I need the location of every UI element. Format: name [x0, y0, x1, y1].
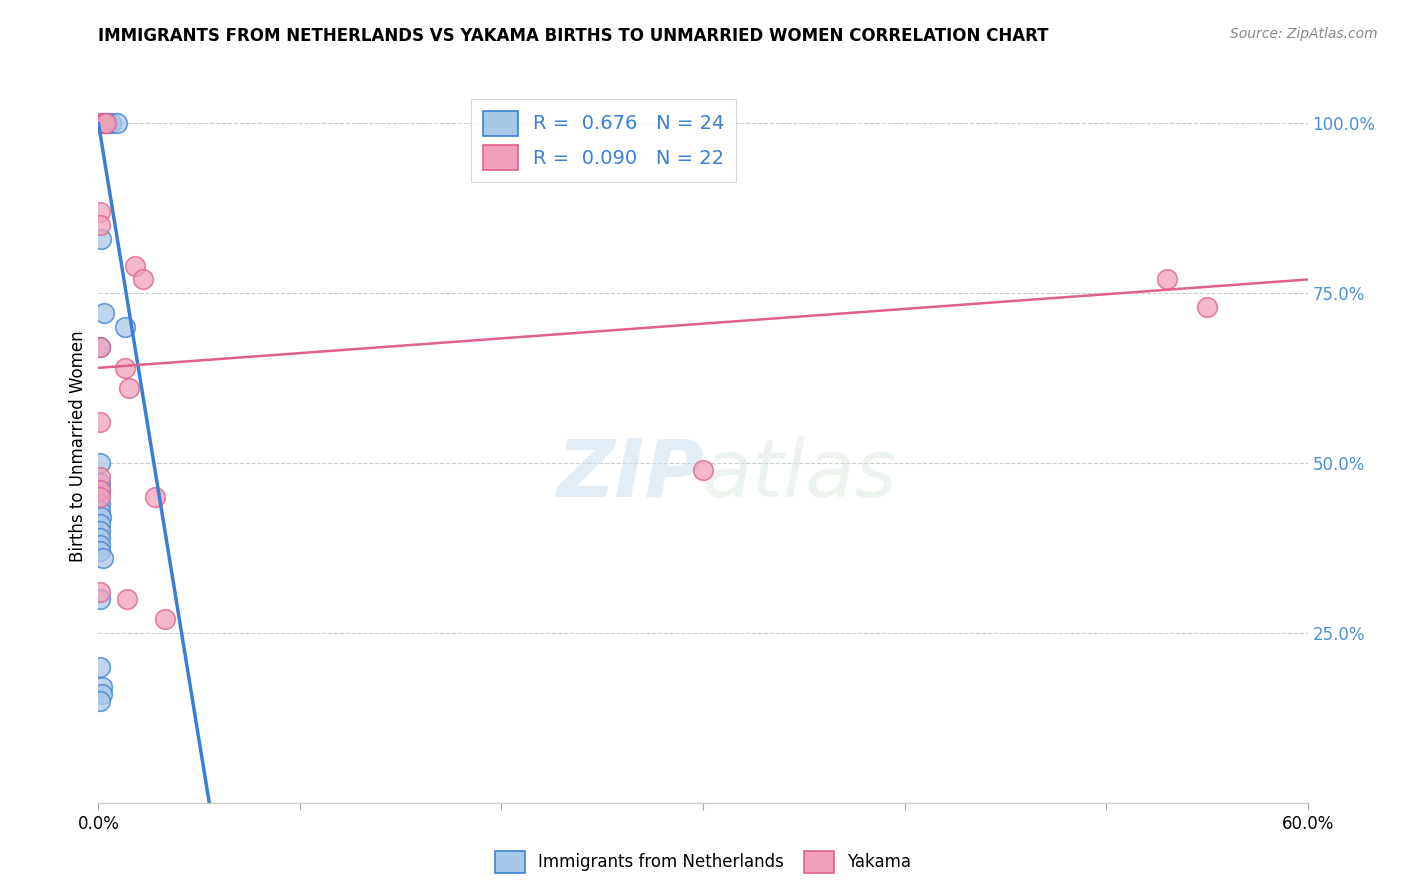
- Point: [89, 497, 111, 511]
- Point: [132, 272, 155, 286]
- Point: [89, 524, 111, 538]
- Point: [89, 116, 111, 130]
- Point: [114, 360, 136, 375]
- Point: [89, 469, 111, 483]
- Text: Source: ZipAtlas.com: Source: ZipAtlas.com: [1230, 27, 1378, 41]
- Legend: R =  0.676   N = 24, R =  0.090   N = 22: R = 0.676 N = 24, R = 0.090 N = 22: [471, 99, 737, 182]
- Point: [89, 415, 111, 429]
- Point: [96, 116, 118, 130]
- Point: [89, 537, 111, 551]
- Point: [153, 612, 176, 626]
- Point: [89, 204, 111, 219]
- Point: [93, 116, 115, 130]
- Text: atlas: atlas: [703, 435, 898, 514]
- Point: [89, 476, 111, 491]
- Point: [89, 218, 111, 232]
- Point: [89, 591, 111, 606]
- Point: [89, 517, 111, 532]
- Point: [89, 585, 111, 599]
- Point: [89, 490, 111, 504]
- Point: [89, 503, 111, 517]
- Point: [114, 320, 136, 334]
- Point: [93, 306, 115, 320]
- Point: [91, 680, 114, 694]
- Point: [91, 687, 114, 701]
- Point: [692, 463, 714, 477]
- Point: [89, 694, 111, 708]
- Point: [90, 232, 112, 246]
- Point: [1195, 300, 1218, 314]
- Point: [90, 510, 112, 524]
- Text: IMMIGRANTS FROM NETHERLANDS VS YAKAMA BIRTHS TO UNMARRIED WOMEN CORRELATION CHAR: IMMIGRANTS FROM NETHERLANDS VS YAKAMA BI…: [98, 27, 1049, 45]
- Point: [89, 456, 111, 470]
- Point: [89, 483, 111, 498]
- Point: [143, 490, 166, 504]
- Point: [115, 591, 138, 606]
- Point: [89, 341, 111, 355]
- Point: [118, 381, 141, 395]
- Text: ZIP: ZIP: [555, 435, 703, 514]
- Point: [105, 116, 128, 130]
- Point: [89, 483, 111, 498]
- Point: [97, 116, 120, 130]
- Point: [124, 259, 146, 273]
- Point: [93, 116, 115, 130]
- Point: [96, 116, 118, 130]
- Point: [1156, 272, 1178, 286]
- Point: [89, 341, 111, 355]
- Point: [90, 116, 112, 130]
- Legend: Immigrants from Netherlands, Yakama: Immigrants from Netherlands, Yakama: [488, 845, 918, 880]
- Y-axis label: Births to Unmarried Women: Births to Unmarried Women: [69, 330, 87, 562]
- Point: [89, 544, 111, 558]
- Point: [89, 531, 111, 545]
- Point: [93, 551, 115, 566]
- Point: [100, 116, 122, 130]
- Point: [89, 660, 111, 674]
